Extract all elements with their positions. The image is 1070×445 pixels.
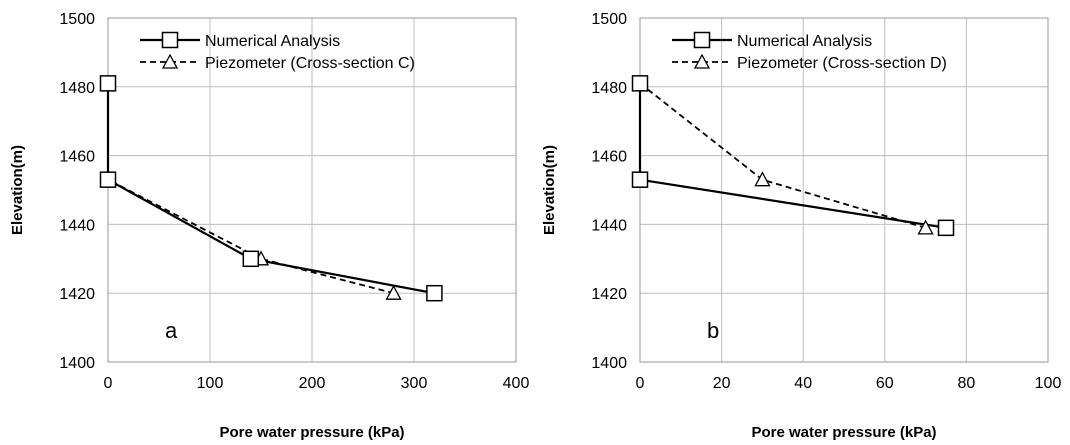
data-point-triangle: [754, 171, 771, 187]
y-tick-label: 1400: [59, 355, 95, 372]
legend-entry: Numerical Analysis: [205, 33, 340, 50]
x-tick-label: 100: [1035, 375, 1062, 392]
legend-marker-triangle: [161, 53, 179, 69]
data-point-square: [937, 219, 955, 237]
series-line-triangle: [107, 83, 394, 295]
legend-entry: Numerical Analysis: [737, 33, 872, 50]
x-tick-label: 60: [876, 375, 894, 392]
y-tick-label: 1440: [591, 217, 627, 234]
x-tick-label: 0: [636, 375, 645, 392]
legend-entry: Piezometer (Cross-section D): [737, 55, 947, 72]
y-tick-label: 1460: [59, 149, 95, 166]
x-tick-label: 300: [401, 375, 428, 392]
x-axis-title: Pore water pressure (kPa): [751, 424, 936, 441]
data-point-square: [631, 75, 649, 92]
panel-label: b: [707, 318, 719, 343]
legend-entry: Piezometer (Cross-section C): [205, 55, 415, 72]
legend-marker-square: [693, 31, 711, 49]
x-tick-label: 40: [794, 375, 812, 392]
data-point-square: [426, 284, 443, 302]
y-axis-title: Elevation(m): [9, 145, 26, 235]
data-point-square: [99, 75, 117, 92]
chart-panel-b: 0 20 40 60 80 100 1400 1420 1440 1460 1480 1500 Pore…: [541, 11, 1061, 441]
y-tick-label: 1420: [59, 286, 95, 303]
x-tick-label: 100: [197, 375, 224, 392]
y-axis-title: Elevation(m): [541, 145, 558, 235]
data-point-triangle: [385, 284, 402, 300]
y-tick-label: 1460: [591, 149, 627, 166]
x-tick-label: 20: [713, 375, 731, 392]
y-tick-label: 1440: [59, 217, 95, 234]
chart-panel-a: 0 100 200 300 400 1400 1420 1440 1460 1480 1500 Por…: [9, 11, 529, 441]
x-axis-title: Pore water pressure (kPa): [219, 424, 404, 441]
data-point-square: [242, 250, 260, 268]
y-tick-label: 1420: [591, 286, 627, 303]
x-tick-label: 400: [503, 375, 530, 392]
y-tick-label: 1480: [59, 80, 95, 97]
data-point-square: [99, 171, 117, 188]
panel-label: a: [165, 318, 178, 343]
legend-marker-triangle: [693, 53, 711, 69]
data-point-triangle: [917, 219, 934, 235]
x-tick-label: 80: [958, 375, 976, 392]
data-point-square: [631, 171, 649, 188]
y-tick-label: 1480: [591, 80, 627, 97]
plot-frame: [639, 17, 1049, 363]
plot-frame: [107, 17, 517, 363]
y-tick-label: 1500: [591, 11, 627, 28]
y-tick-label: 1500: [59, 11, 95, 28]
series-line-square: [106, 83, 435, 295]
y-tick-label: 1400: [591, 355, 627, 372]
x-tick-label: 0: [104, 375, 113, 392]
legend-marker-square: [161, 31, 179, 49]
x-tick-label: 200: [299, 375, 326, 392]
